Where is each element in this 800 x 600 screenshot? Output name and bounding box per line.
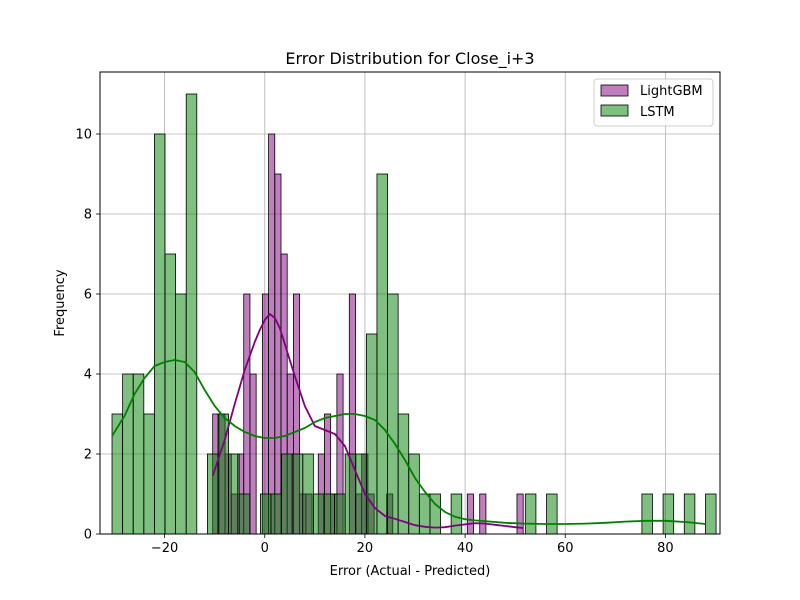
kde-curve-lstm (111, 359, 706, 525)
histogram-bar-lstm (387, 293, 399, 535)
histogram-bar-lstm (302, 453, 314, 535)
legend-swatch-lightgbm (600, 84, 629, 97)
histogram-bar-lstm (546, 493, 558, 535)
axis-ticks: −20 0 20 40 60 80 0 2 4 6 8 10 (75, 128, 673, 557)
histogram-bar-lstm (418, 493, 431, 535)
chart-title: Error Distribution for Close_i+3 (285, 49, 534, 69)
histogram-bar-lstm (641, 493, 653, 535)
y-axis-label: Frequency (53, 269, 68, 336)
histogram-bar-lstm (185, 93, 198, 535)
kde-lines (111, 312, 706, 529)
histogram-bar-lightgbm (268, 133, 276, 535)
kde-curve-lightgbm (211, 312, 524, 529)
histogram-bar-lstm (450, 493, 463, 535)
histogram-bar-lstm (683, 493, 696, 535)
histogram-bar-lstm (281, 453, 293, 535)
histogram-bar-lstm (122, 373, 134, 535)
lstm-bars (111, 93, 717, 535)
histogram-bar-lstm (143, 413, 155, 535)
y-tick-label: 0 (84, 528, 92, 543)
y-tick-label: 4 (84, 368, 92, 383)
x-tick-label: −20 (151, 541, 178, 556)
legend-label-lstm: LSTM (640, 105, 675, 120)
legend: LightGBM LSTM (593, 78, 714, 127)
plot-frame (99, 71, 721, 535)
histogram-bar-lstm (334, 493, 346, 535)
x-axis-label: Error (Actual - Predicted) (330, 564, 491, 579)
y-tick-label: 6 (84, 288, 92, 303)
histogram-bar-lstm (323, 493, 335, 535)
histogram-bar-lstm (175, 293, 187, 535)
histogram-bar-lstm (238, 493, 251, 535)
histogram-bar-lstm (376, 173, 388, 535)
histogram-bar-lstm (662, 493, 675, 535)
histogram-bar-lstm (397, 413, 410, 535)
histogram-bar-lightgbm (466, 493, 474, 535)
y-tick-label: 2 (84, 448, 92, 463)
histogram-bar-lstm (524, 493, 537, 535)
histogram-bar-lightgbm (274, 173, 282, 535)
legend-swatch-lstm (600, 104, 629, 117)
histogram-bar-lstm (259, 493, 272, 535)
y-tick-label: 10 (75, 128, 92, 143)
x-tick-label: 80 (657, 541, 674, 556)
histogram-bar-lstm (228, 453, 240, 535)
histogram-bar-lstm (164, 253, 177, 535)
x-tick-label: 40 (457, 541, 474, 556)
histogram-bar-lightgbm (479, 493, 487, 535)
y-tick-label: 8 (84, 208, 92, 223)
histogram-bar-lstm (312, 493, 325, 535)
histogram-bar-lightgbm (249, 373, 257, 535)
histogram-bar-lstm (705, 493, 717, 535)
histogram-bar-lstm (154, 133, 166, 535)
histogram-bar-lstm (291, 453, 304, 535)
x-tick-label: 20 (357, 541, 374, 556)
legend-label-lightgbm: LightGBM (640, 84, 703, 99)
histogram-bar-lstm (408, 453, 420, 535)
x-tick-label: 60 (557, 541, 574, 556)
histogram-bar-lstm (270, 493, 282, 535)
histogram-bar-lstm (132, 373, 145, 535)
x-tick-label: 0 (261, 541, 269, 556)
